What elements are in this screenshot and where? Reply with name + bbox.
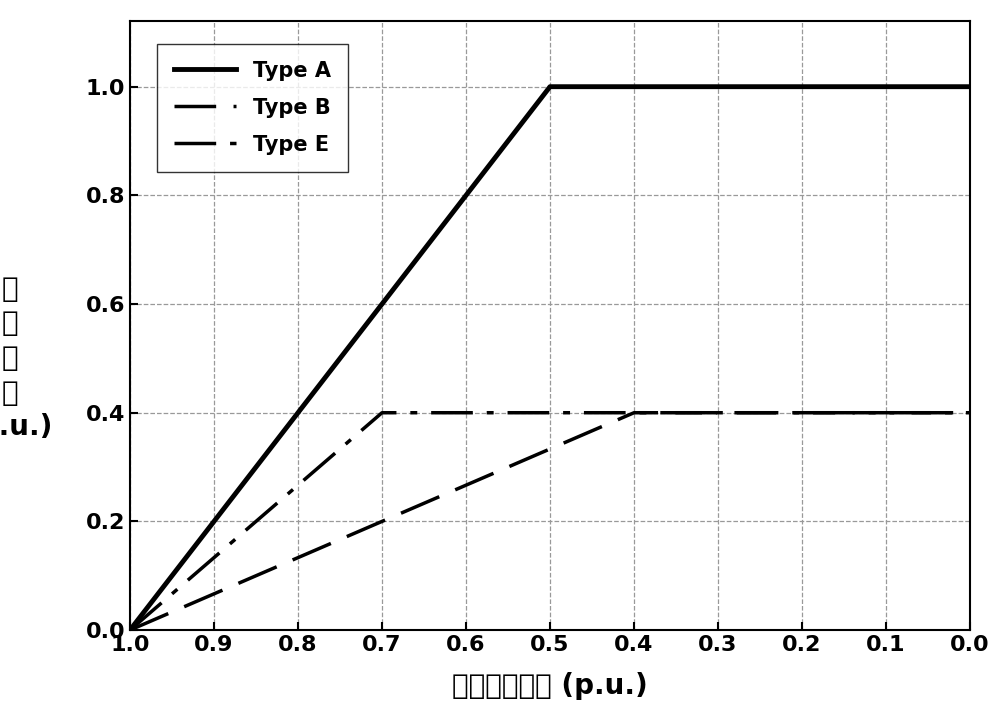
Type A [124,626,136,634]
Text: 无
功
电
流
(p.u.): 无 功 电 流 (p.u.) [0,275,53,441]
Type E [964,408,976,417]
Line: Type E: Type E [130,412,970,630]
X-axis label: 电压跌落深度 (p.u.): 电压跌落深度 (p.u.) [452,672,648,700]
Legend: Type A, Type B, Type E: Type A, Type B, Type E [157,44,348,172]
Type E [124,626,136,634]
Type A [544,82,556,91]
Line: Type A: Type A [130,87,970,630]
Type B [628,408,640,417]
Type B [124,626,136,634]
Type B [964,408,976,417]
Line: Type B: Type B [130,412,970,630]
Type A [964,82,976,91]
Type E [376,408,388,417]
